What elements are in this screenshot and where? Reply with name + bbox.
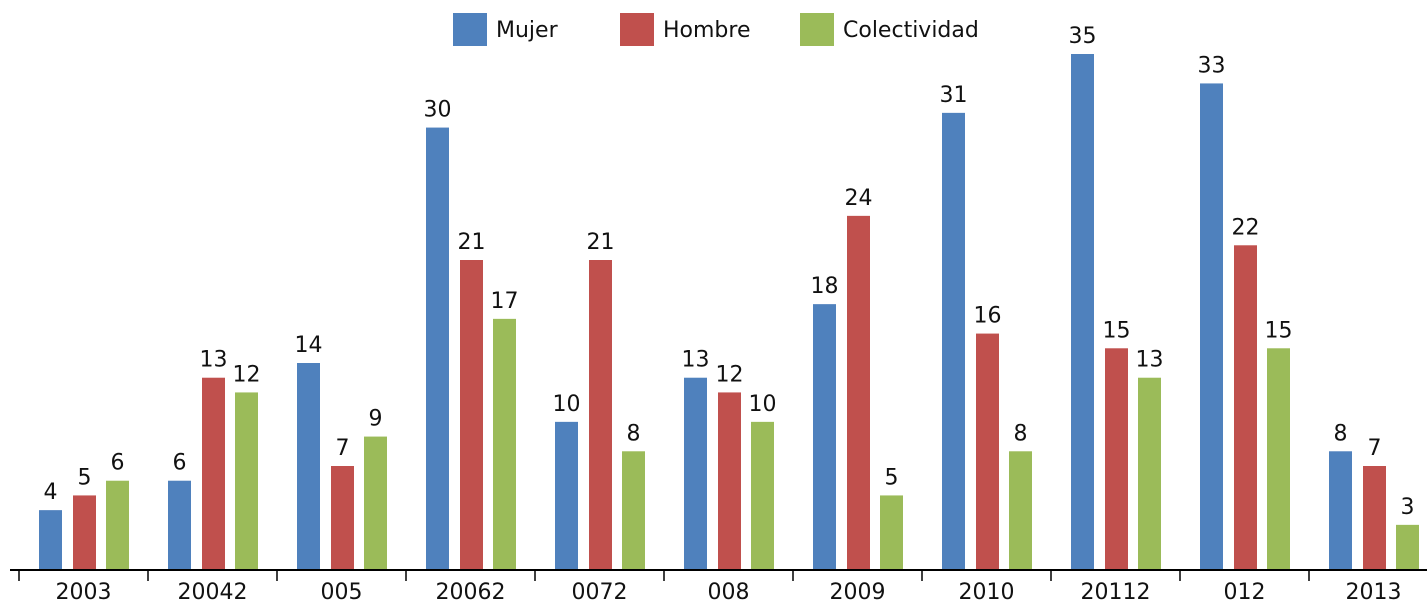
bar (1234, 245, 1257, 570)
value-label: 6 (173, 451, 187, 476)
bar (460, 260, 483, 569)
value-label: 13 (200, 348, 228, 373)
x-tick-label: 0072 (572, 580, 628, 605)
x-tick-label: 005 (321, 580, 363, 605)
bar (1396, 524, 1419, 569)
value-label: 13 (1136, 348, 1164, 373)
bar (202, 377, 225, 569)
value-label: 12 (233, 362, 261, 387)
bar (426, 127, 449, 570)
x-tick-label: 2003 (56, 580, 112, 605)
value-label: 30 (424, 98, 452, 123)
value-label: 22 (1232, 215, 1260, 240)
value-label: 15 (1103, 318, 1131, 343)
legend-swatch (620, 13, 654, 46)
bar (1071, 54, 1094, 569)
bar (39, 510, 62, 569)
value-label: 8 (1334, 421, 1348, 446)
value-label: 4 (44, 480, 58, 505)
bar (976, 333, 999, 569)
value-label: 6 (111, 451, 125, 476)
value-label: 5 (78, 465, 92, 490)
x-tick-label: 20042 (178, 580, 248, 605)
x-tick-label: 012 (1224, 580, 1266, 605)
bar (589, 260, 612, 569)
value-label: 7 (1368, 436, 1382, 461)
value-label: 10 (553, 392, 581, 417)
bar (555, 421, 578, 569)
value-label: 31 (940, 83, 968, 108)
bar (1200, 83, 1223, 569)
bar (364, 436, 387, 569)
value-label: 3 (1401, 495, 1415, 520)
value-label: 14 (295, 333, 323, 358)
legend-label: Mujer (496, 18, 559, 43)
bar (1105, 348, 1128, 569)
bar (297, 363, 320, 569)
legend-label: Hombre (663, 18, 751, 43)
x-tick-label: 2013 (1346, 580, 1402, 605)
value-label: 21 (458, 230, 486, 255)
value-label: 13 (682, 348, 710, 373)
value-label: 12 (716, 362, 744, 387)
bar (1329, 451, 1352, 569)
legend-swatch (453, 13, 487, 46)
value-label: 16 (974, 304, 1002, 329)
x-tick-label: 20112 (1081, 580, 1151, 605)
bar (880, 495, 903, 569)
value-label: 21 (587, 230, 615, 255)
bar (942, 112, 965, 569)
value-label: 24 (845, 186, 873, 211)
bar (73, 495, 96, 569)
value-label: 5 (885, 465, 899, 490)
value-label: 8 (1014, 421, 1028, 446)
bar (847, 215, 870, 569)
value-label: 35 (1069, 24, 1097, 49)
bar (622, 451, 645, 569)
value-label: 7 (336, 436, 350, 461)
legend-label: Colectividad (843, 18, 979, 43)
value-label: 17 (491, 289, 519, 314)
x-tick-label: 2010 (959, 580, 1015, 605)
bar (331, 466, 354, 569)
value-label: 10 (749, 392, 777, 417)
value-label: 9 (369, 407, 383, 432)
bar (684, 377, 707, 569)
bar (168, 480, 191, 569)
bar (235, 392, 258, 569)
value-label: 18 (811, 274, 839, 299)
bar (1138, 377, 1161, 569)
bar (106, 480, 129, 569)
bar (493, 318, 516, 569)
value-label: 33 (1198, 53, 1226, 78)
bar (751, 421, 774, 569)
x-tick-label: 20062 (436, 580, 506, 605)
x-tick-label: 2009 (830, 580, 886, 605)
bar (1009, 451, 1032, 569)
bar (718, 392, 741, 569)
x-tick-label: 008 (708, 580, 750, 605)
bar (1267, 348, 1290, 569)
bar (813, 304, 836, 569)
value-label: 8 (627, 421, 641, 446)
bar (1363, 466, 1386, 569)
value-label: 15 (1265, 318, 1293, 343)
legend-swatch (800, 13, 834, 46)
